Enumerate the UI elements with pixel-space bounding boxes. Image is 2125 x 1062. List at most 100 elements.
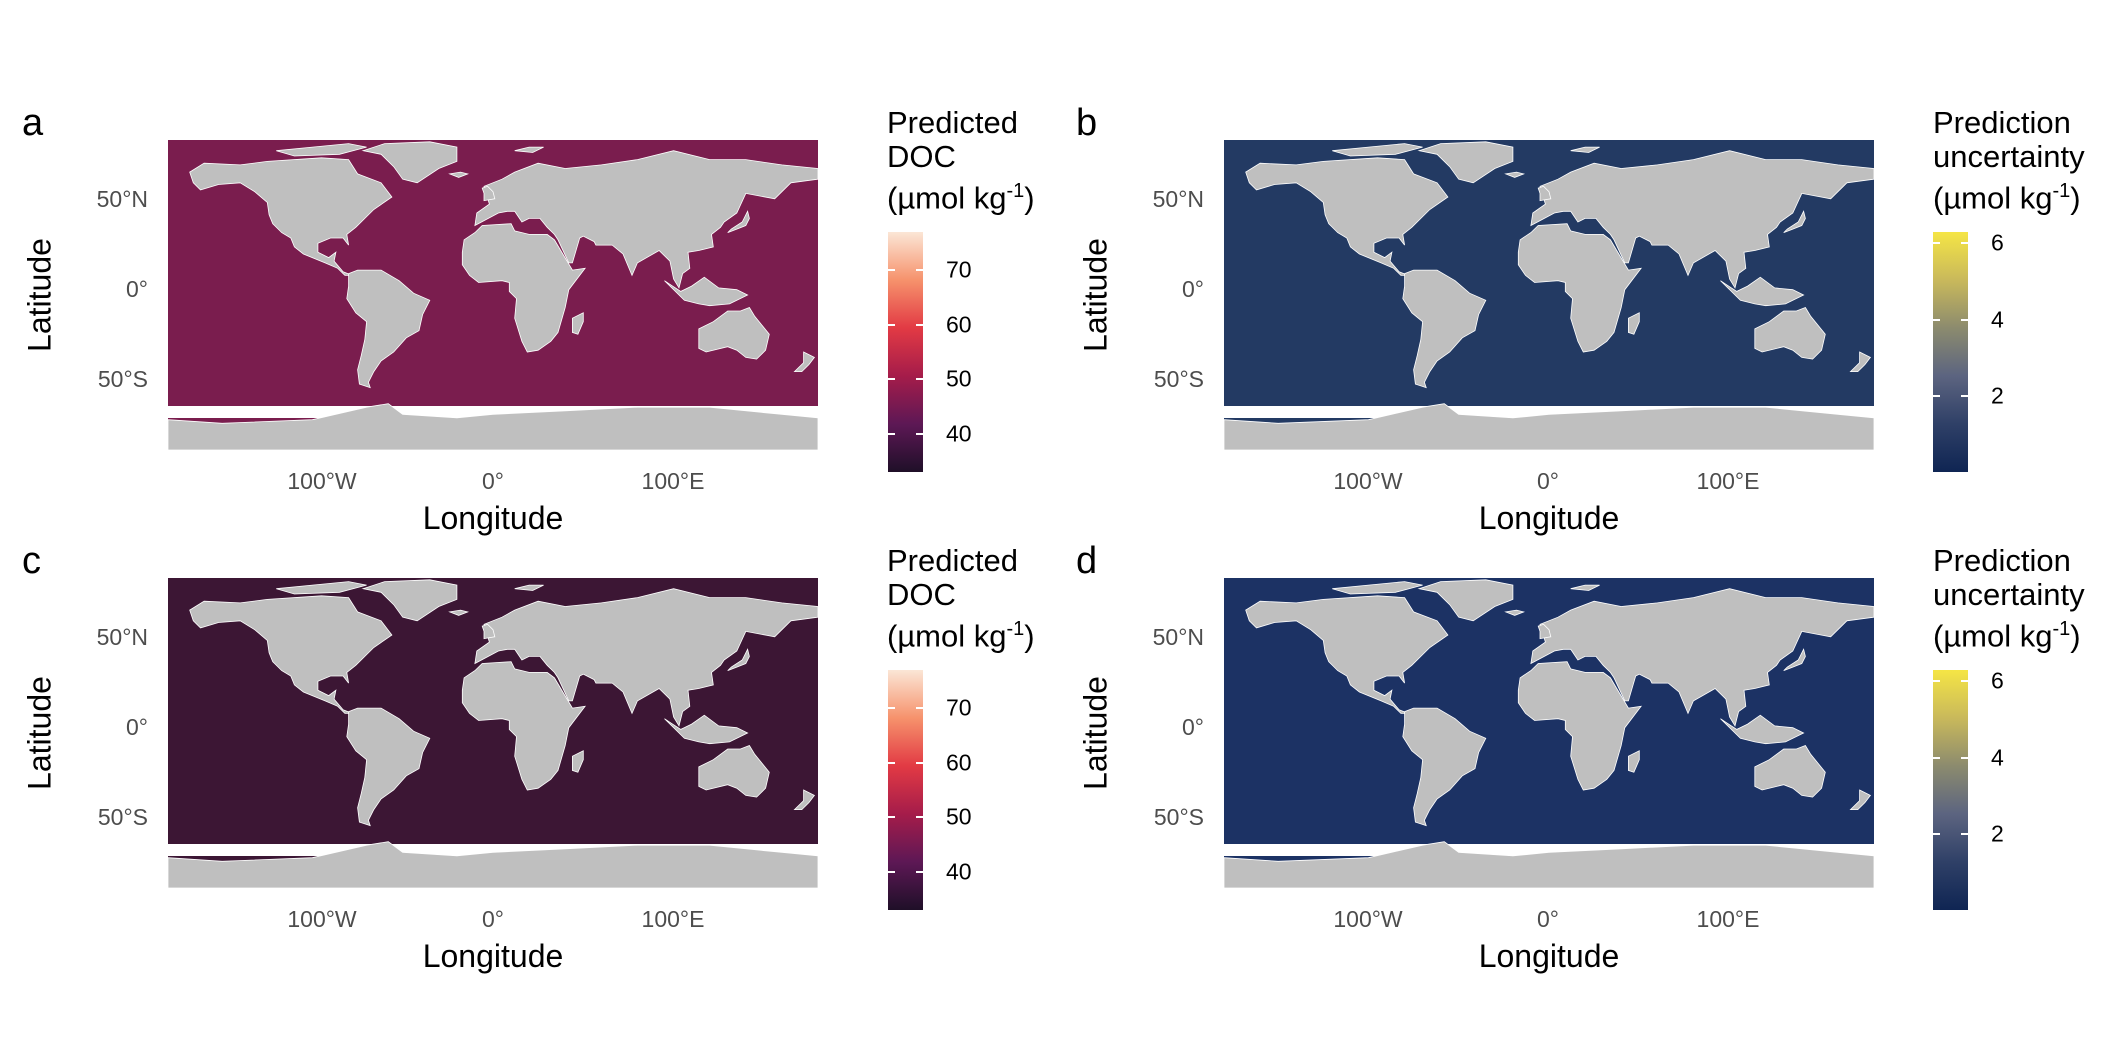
legend-title-line: DOC bbox=[887, 577, 956, 612]
colorbar-tick-label: 6 bbox=[1991, 229, 2004, 256]
legend-unit: (µmol kg-1) bbox=[1933, 180, 2081, 216]
y-tick-label: 50°N bbox=[96, 186, 148, 212]
legend-unit: (µmol kg-1) bbox=[1933, 618, 2081, 654]
landmass-arctic-islands bbox=[276, 143, 367, 157]
legend-title-line: Prediction bbox=[1933, 105, 2071, 140]
colorbar-tick-mark bbox=[1933, 756, 1968, 759]
colorbar bbox=[1933, 232, 1968, 472]
landmass-new-zealand bbox=[1849, 351, 1872, 373]
colorbar-tick-label: 60 bbox=[946, 749, 972, 776]
x-tick-label: 100°W bbox=[1333, 906, 1403, 932]
landmass-uk bbox=[481, 185, 496, 202]
landmass-arctic-islands bbox=[1332, 581, 1423, 595]
landmass-uk bbox=[481, 623, 496, 640]
colorbar-tick-label: 2 bbox=[1991, 820, 2004, 847]
landmass-greenland bbox=[361, 141, 458, 184]
colorbar-tick-label: 50 bbox=[946, 365, 972, 392]
y-tick-label: 0° bbox=[126, 276, 148, 302]
legend-title: Prediction uncertainty (µmol kg-1) bbox=[1933, 544, 2085, 653]
colorbar-tick-mark bbox=[888, 816, 923, 819]
colorbar-tick-label: 4 bbox=[1991, 744, 2004, 771]
panel-letter: d bbox=[1076, 540, 1098, 582]
colorbar-tick-label: 50 bbox=[946, 803, 972, 830]
colorbar-tick-label: 40 bbox=[946, 420, 972, 447]
legend-title-line: DOC bbox=[887, 139, 956, 174]
x-tick-label: 100°E bbox=[1696, 906, 1760, 932]
colorbar-tick-mark bbox=[1933, 832, 1968, 835]
legend-title-line: Prediction bbox=[1933, 543, 2071, 578]
panel-b: b Latitude 50°N 0° 50°S 100°W 0° 100°E L… bbox=[1056, 0, 2118, 536]
y-axis-title: Latitude bbox=[21, 676, 58, 790]
colorbar-tick-mark bbox=[888, 432, 923, 435]
landmass-iceland bbox=[1504, 171, 1526, 178]
legend-title: Predicted DOC (µmol kg-1) bbox=[887, 544, 1035, 653]
landmass-eurasia bbox=[474, 588, 818, 727]
y-axis-title: Latitude bbox=[1077, 676, 1114, 790]
x-tick-label: 100°E bbox=[641, 906, 705, 932]
colorbar-tick-mark bbox=[888, 378, 923, 381]
landmass-new-zealand bbox=[1849, 789, 1872, 811]
landmass-madagascar bbox=[571, 750, 584, 773]
legend-title-line: uncertainty bbox=[1933, 139, 2085, 174]
landmass-arctic-islands bbox=[276, 581, 367, 595]
landmass-north-america bbox=[189, 157, 393, 276]
y-axis-title: Latitude bbox=[1077, 238, 1114, 352]
panel-letter: c bbox=[22, 540, 41, 582]
landmass-indonesia bbox=[1720, 276, 1805, 307]
landmass-antarctica bbox=[1224, 841, 1874, 888]
landmass-greenland bbox=[1417, 579, 1514, 622]
landmass-australia bbox=[698, 745, 770, 798]
legend-title-line: Predicted bbox=[887, 105, 1018, 140]
landmass-australia bbox=[1754, 745, 1826, 798]
x-tick-label: 0° bbox=[482, 468, 504, 494]
colorbar bbox=[1933, 670, 1968, 910]
legend-unit: (µmol kg-1) bbox=[887, 180, 1035, 216]
landmass-new-zealand bbox=[793, 789, 816, 811]
landmass-japan bbox=[727, 210, 750, 233]
landmass-eurasia bbox=[1530, 150, 1874, 289]
landmass-africa bbox=[461, 661, 587, 791]
landmass-africa bbox=[1517, 223, 1643, 353]
landmass-eurasia bbox=[1530, 588, 1874, 727]
landmass-antarctica bbox=[168, 403, 818, 450]
landmass-new-zealand bbox=[793, 351, 816, 373]
colorbar-tick-mark bbox=[888, 870, 923, 873]
landmass-iceland bbox=[448, 171, 470, 178]
colorbar-tick-mark bbox=[888, 707, 923, 710]
legend-unit: (µmol kg-1) bbox=[887, 618, 1035, 654]
landmass-japan bbox=[727, 648, 750, 671]
landmass-africa bbox=[461, 223, 587, 353]
landmass-japan bbox=[1783, 648, 1806, 671]
colorbar-tick-mark bbox=[888, 269, 923, 272]
colorbar-tick-mark bbox=[888, 323, 923, 326]
y-tick-label: 0° bbox=[1182, 276, 1204, 302]
landmass-indonesia bbox=[664, 276, 749, 307]
x-axis-title: Longitude bbox=[422, 500, 564, 536]
panel-d: d Latitude 50°N 0° 50°S 100°W 0° 100°E L… bbox=[1056, 438, 2118, 974]
panel-c: c Latitude 50°N 0° 50°S 100°W 0° 100°E L… bbox=[0, 438, 1062, 974]
y-tick-label: 50°N bbox=[96, 624, 148, 650]
landmass-svalbard bbox=[1570, 584, 1600, 591]
panel-a: a Latitude 50°N 0° 50°S 100°W 0° 100°E L… bbox=[0, 0, 1062, 536]
landmass-greenland bbox=[361, 579, 458, 622]
colorbar-tick-mark bbox=[1933, 394, 1968, 397]
y-axis-title: Latitude bbox=[21, 238, 58, 352]
x-tick-label: 100°E bbox=[1696, 468, 1760, 494]
x-tick-label: 100°E bbox=[641, 468, 705, 494]
map-area bbox=[168, 140, 818, 450]
colorbar-tick-mark bbox=[1933, 318, 1968, 321]
landmass-australia bbox=[1754, 307, 1826, 360]
landmass-svalbard bbox=[514, 146, 544, 153]
y-tick-label: 0° bbox=[1182, 714, 1204, 740]
map-area bbox=[1224, 140, 1874, 450]
legend-title-line: Predicted bbox=[887, 543, 1018, 578]
map-area bbox=[1224, 578, 1874, 888]
y-tick-label: 50°S bbox=[1153, 804, 1204, 830]
colorbar-tick-label: 4 bbox=[1991, 306, 2004, 333]
x-tick-label: 0° bbox=[482, 906, 504, 932]
legend-title-line: uncertainty bbox=[1933, 577, 2085, 612]
landmass-south-america bbox=[1402, 269, 1487, 389]
legend-title: Prediction uncertainty (µmol kg-1) bbox=[1933, 106, 2085, 215]
y-tick-label: 50°N bbox=[1152, 624, 1204, 650]
y-tick-label: 0° bbox=[126, 714, 148, 740]
